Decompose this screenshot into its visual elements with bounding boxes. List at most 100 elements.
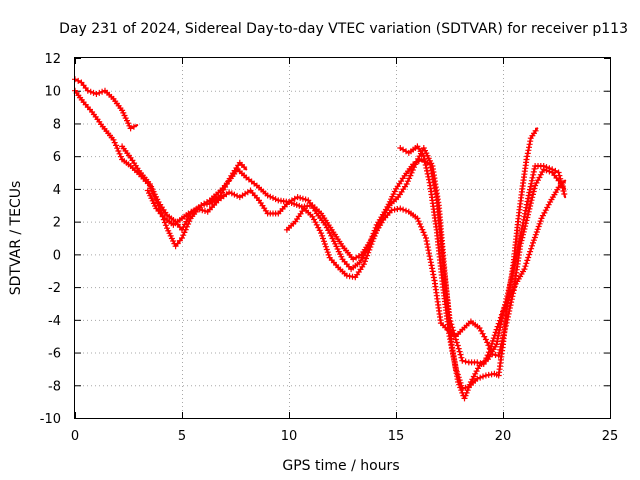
data-point bbox=[180, 232, 187, 239]
data-point bbox=[397, 205, 404, 212]
series-track-f bbox=[397, 127, 539, 392]
x-tick-label: 0 bbox=[71, 429, 79, 444]
data-point bbox=[364, 252, 371, 259]
data-point bbox=[362, 258, 368, 265]
y-tick-label: -4 bbox=[48, 314, 61, 329]
data-point bbox=[264, 192, 271, 199]
data-point bbox=[461, 395, 468, 402]
data-point bbox=[420, 229, 427, 236]
data-point bbox=[241, 164, 248, 171]
data-point bbox=[532, 231, 539, 238]
data-point bbox=[530, 239, 536, 246]
data-point bbox=[406, 175, 413, 182]
data-point bbox=[463, 389, 470, 396]
y-tick-label: 12 bbox=[44, 52, 61, 67]
data-point bbox=[525, 208, 532, 215]
data-point bbox=[484, 339, 491, 346]
data-point bbox=[110, 136, 117, 143]
data-point bbox=[194, 205, 200, 212]
y-tick-label: 4 bbox=[53, 183, 61, 198]
y-tick-label: -10 bbox=[40, 412, 61, 427]
y-tick-label: 6 bbox=[53, 150, 61, 165]
data-point bbox=[99, 88, 106, 95]
data-point bbox=[459, 385, 466, 392]
data-point bbox=[462, 392, 469, 399]
data-point bbox=[525, 254, 532, 261]
data-point bbox=[527, 183, 534, 190]
data-point bbox=[374, 225, 381, 231]
data-point bbox=[524, 150, 531, 157]
data-point bbox=[522, 207, 529, 214]
axis-ticks bbox=[75, 58, 611, 419]
series-track-a bbox=[72, 76, 139, 132]
data-point bbox=[492, 329, 499, 336]
data-point bbox=[425, 173, 432, 180]
data-point bbox=[462, 358, 469, 365]
data-point bbox=[561, 191, 568, 197]
y-axis-title: SDTVAR / TECUs bbox=[8, 181, 24, 296]
data-point bbox=[84, 87, 91, 94]
data-point bbox=[416, 221, 423, 227]
data-point bbox=[537, 218, 544, 225]
data-point bbox=[525, 211, 531, 218]
y-tick-label: 8 bbox=[53, 117, 61, 132]
data-point bbox=[366, 246, 373, 253]
data-point bbox=[318, 230, 325, 237]
data-point bbox=[528, 180, 535, 187]
data-point bbox=[545, 201, 552, 208]
data-point bbox=[455, 345, 462, 352]
data-point bbox=[540, 163, 547, 169]
data-point bbox=[500, 310, 506, 317]
data-point bbox=[523, 260, 530, 267]
x-axis-title: GPS time / hours bbox=[282, 458, 399, 474]
data-point bbox=[452, 336, 459, 343]
data-point bbox=[372, 230, 379, 237]
data-point bbox=[521, 266, 528, 273]
x-tick-label: 15 bbox=[388, 429, 405, 444]
data-point bbox=[199, 207, 206, 214]
data-point bbox=[531, 234, 538, 241]
data-point bbox=[482, 336, 489, 343]
data-point bbox=[536, 220, 543, 227]
data-point bbox=[556, 172, 563, 179]
series-track-e bbox=[283, 145, 568, 402]
data-point bbox=[527, 200, 534, 207]
data-point bbox=[226, 189, 233, 196]
data-point bbox=[302, 196, 309, 203]
data-point bbox=[529, 242, 535, 249]
data-point bbox=[127, 125, 134, 132]
data-point bbox=[535, 223, 542, 230]
data-point bbox=[415, 218, 422, 225]
data-point bbox=[531, 185, 538, 192]
data-point bbox=[527, 203, 534, 209]
data-point bbox=[530, 237, 537, 244]
plot-frame bbox=[74, 57, 611, 419]
data-point bbox=[427, 256, 434, 263]
data-point bbox=[403, 181, 410, 187]
data-point bbox=[125, 120, 132, 127]
data-point bbox=[403, 207, 409, 214]
data-point bbox=[452, 365, 459, 372]
data-point bbox=[414, 215, 421, 222]
data-point bbox=[518, 228, 525, 235]
data-point bbox=[528, 245, 535, 252]
data-point bbox=[421, 232, 428, 239]
x-tick-label: 20 bbox=[495, 429, 512, 444]
data-point bbox=[519, 222, 526, 229]
data-point bbox=[523, 156, 530, 163]
data-point bbox=[367, 244, 374, 250]
data-point bbox=[231, 191, 238, 198]
data-point bbox=[552, 167, 559, 174]
data-point bbox=[528, 197, 535, 204]
data-point bbox=[179, 235, 185, 241]
data-point bbox=[557, 175, 564, 182]
y-tick-label: -2 bbox=[48, 281, 61, 296]
data-point bbox=[457, 351, 464, 358]
data-point bbox=[322, 243, 329, 250]
data-point bbox=[321, 238, 327, 245]
data-point bbox=[555, 169, 562, 176]
data-point bbox=[458, 354, 465, 361]
data-point bbox=[532, 127, 539, 134]
data-point bbox=[526, 205, 533, 212]
